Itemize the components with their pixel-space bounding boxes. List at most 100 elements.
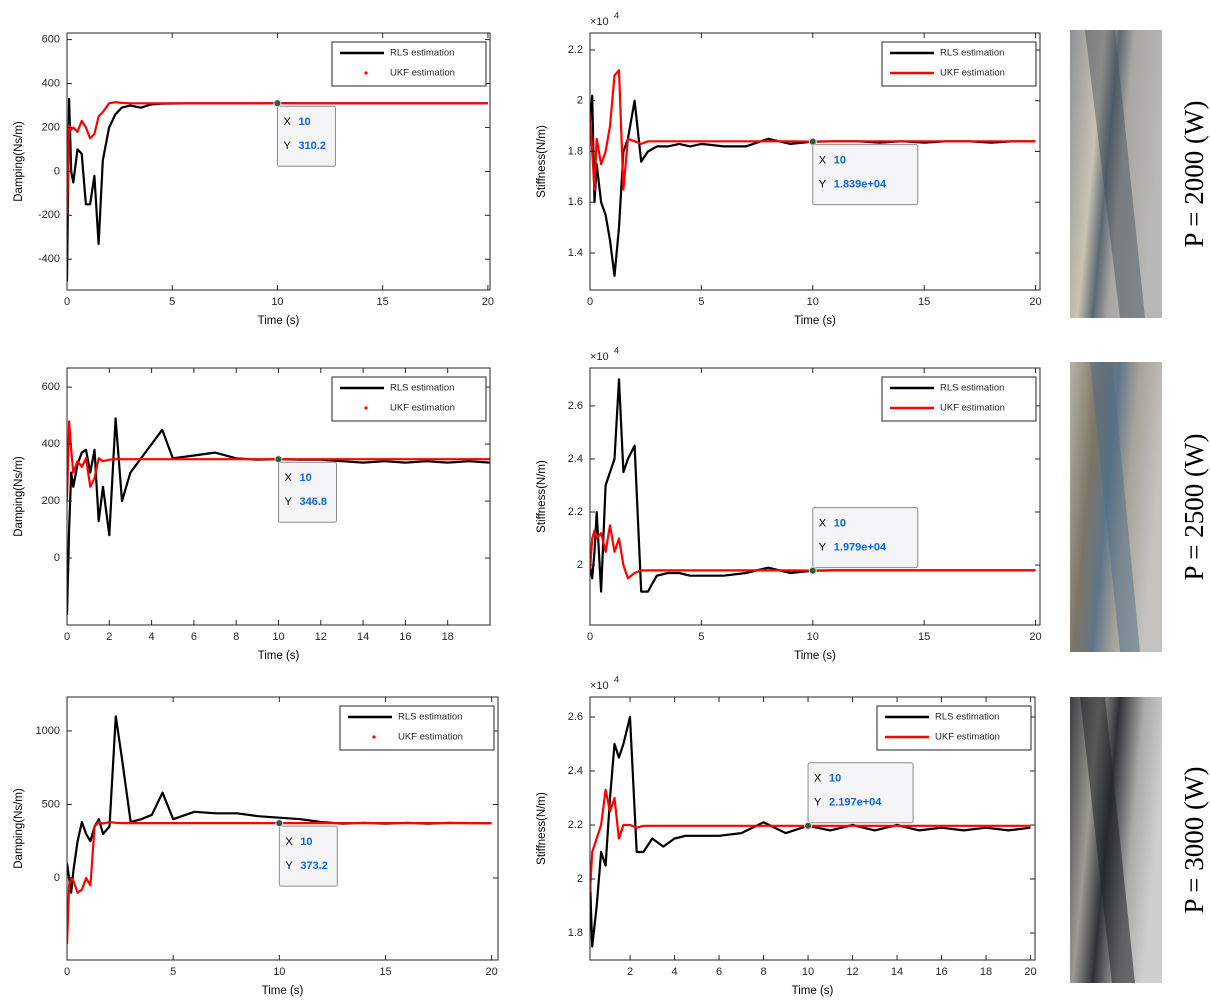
datatip-x-value: 10 (834, 154, 846, 166)
y-multiplier: ×10 (590, 16, 609, 28)
y-exponent: 4 (614, 345, 619, 355)
x-tick-label: 10 (273, 966, 285, 978)
datatip-x-value: 10 (829, 773, 841, 785)
x-tick-label: 2 (106, 631, 112, 643)
x-tick-label: 0 (64, 966, 70, 978)
x-tick-label: 5 (698, 296, 704, 308)
datatip-x-name: X (819, 154, 827, 166)
y-multiplier: ×10 (590, 351, 609, 363)
datatip-point (809, 138, 816, 145)
datatip-box (813, 508, 918, 568)
x-tick-label: 12 (315, 631, 327, 643)
x-tick-label: 18 (442, 631, 454, 643)
x-tick-label: 0 (587, 631, 593, 643)
datatip-point (275, 456, 282, 463)
x-tick-label: 4 (149, 631, 155, 643)
x-tick-label: 15 (377, 296, 389, 308)
chart: 0200400600024681012141618Time (s)Damping… (13, 368, 490, 662)
x-tick-label: 5 (169, 296, 175, 308)
legend-marker (364, 406, 367, 409)
legend-marker (372, 735, 375, 738)
datatip-point (805, 822, 812, 829)
y-tick-label: 0 (54, 165, 60, 177)
datatip-y-name: Y (283, 140, 291, 152)
datatip-box (813, 145, 918, 205)
legend-label: RLS estimation (390, 383, 454, 394)
y-tick-label: 400 (42, 438, 60, 450)
datatip-x-name: X (283, 116, 291, 128)
x-tick-label: 10 (802, 966, 814, 978)
x-tick-label: 20 (482, 296, 494, 308)
y-axis-label: Damping(Ns/m) (13, 121, 25, 202)
x-tick-label: 8 (233, 631, 239, 643)
y-tick-label: 1.8 (568, 145, 583, 157)
datatip-x-value: 10 (834, 518, 846, 530)
datatip-x-value: 10 (300, 836, 312, 848)
x-tick-label: 20 (1029, 296, 1041, 308)
x-axis-label: Time (s) (258, 650, 300, 662)
x-tick-label: 8 (760, 966, 766, 978)
y-tick-label: 2.2 (568, 44, 583, 56)
x-tick-label: 15 (379, 966, 391, 978)
x-tick-label: 4 (671, 966, 677, 978)
y-tick-label: -200 (38, 209, 60, 221)
y-tick-label: 600 (42, 381, 60, 393)
datatip-y-name: Y (814, 797, 822, 809)
y-tick-label: 500 (42, 798, 60, 810)
y-tick-label: 600 (42, 33, 60, 45)
x-tick-label: 20 (486, 966, 498, 978)
x-tick-label: 0 (64, 631, 70, 643)
legend-label: RLS estimation (390, 48, 454, 59)
y-tick-label: 2.2 (568, 819, 583, 831)
x-tick-label: 5 (698, 631, 704, 643)
datatip-y-value: 346.8 (300, 496, 328, 508)
datatip-y-name: Y (285, 496, 293, 508)
x-tick-label: 2 (627, 966, 633, 978)
x-tick-label: 14 (891, 966, 903, 978)
datatip-x-name: X (819, 518, 827, 530)
datatip-point (274, 100, 281, 107)
y-tick-label: 2.2 (568, 506, 583, 518)
y-axis-label: Stiffness(N/m) (536, 125, 548, 198)
y-tick-label: 400 (42, 77, 60, 89)
x-tick-label: 10 (807, 296, 819, 308)
legend-label: UKF estimation (398, 732, 463, 743)
legend-label: UKF estimation (390, 68, 455, 79)
legend-label: UKF estimation (940, 403, 1005, 414)
datatip-y-value: 1.979e+04 (834, 542, 887, 554)
chart: -400-200020040060005101520Time (s)Dampin… (13, 33, 494, 327)
datatip-y-name: Y (285, 860, 293, 872)
x-tick-label: 16 (399, 631, 411, 643)
datatip-x-name: X (285, 836, 293, 848)
y-tick-label: 0 (54, 552, 60, 564)
y-axis-label: Stiffness(N/m) (536, 792, 548, 865)
datatip-x-value: 10 (300, 472, 312, 484)
y-tick-label: 2 (577, 559, 583, 571)
y-axis-label: Damping(Ns/m) (13, 456, 25, 537)
x-tick-label: 6 (716, 966, 722, 978)
datatip-y-value: 1.839e+04 (834, 178, 887, 190)
y-axis-label: Damping(Ns/m) (13, 788, 25, 869)
datatip-x-name: X (814, 773, 822, 785)
legend-label: RLS estimation (398, 712, 462, 723)
x-axis-label: Time (s) (262, 985, 304, 997)
panel-label: P = 3000 (W) (1179, 767, 1209, 914)
x-axis-label: Time (s) (794, 315, 836, 327)
x-tick-label: 20 (1024, 966, 1036, 978)
x-tick-label: 6 (191, 631, 197, 643)
x-tick-label: 15 (918, 631, 930, 643)
legend-label: RLS estimation (935, 712, 999, 723)
y-tick-label: 2.6 (568, 400, 583, 412)
datatip-box (808, 763, 913, 823)
y-tick-label: 2 (577, 873, 583, 885)
y-tick-label: 1.8 (568, 927, 583, 939)
datatip-x-name: X (285, 472, 293, 484)
panel-label: P = 2000 (W) (1179, 101, 1209, 248)
y-tick-label: 1.4 (568, 247, 583, 259)
datatip-y-value: 373.2 (300, 860, 328, 872)
x-tick-label: 12 (846, 966, 858, 978)
panel-label: P = 2500 (W) (1179, 434, 1209, 581)
